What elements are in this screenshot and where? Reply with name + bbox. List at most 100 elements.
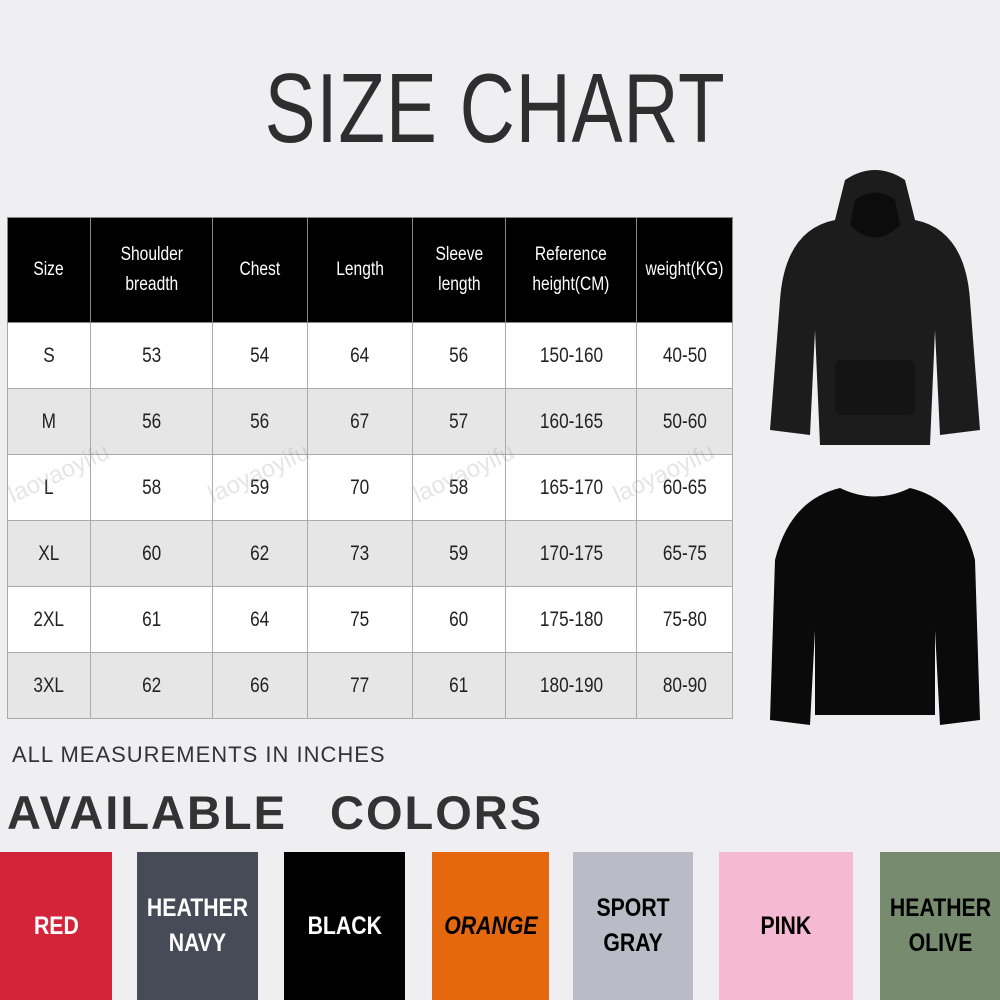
column-header: Shoulder breadth xyxy=(89,217,214,323)
table-cell: 150-160 xyxy=(505,322,637,389)
table-cell: 62 xyxy=(212,520,308,587)
cell-value: 65-75 xyxy=(662,541,707,565)
color-swatch-black[interactable]: BLACK xyxy=(284,852,405,1000)
table-cell: 80-90 xyxy=(635,652,734,719)
table-cell: 64 xyxy=(306,322,413,389)
cell-value: 60 xyxy=(449,607,469,631)
cell-value: 2XL xyxy=(33,607,65,631)
table-row: XL 60 62 73 59 170-175 65-75 xyxy=(7,520,734,587)
size-table: Size Shoulder breadth Chest Length Sleeve le… xyxy=(7,217,734,719)
column-header: Length xyxy=(306,217,413,323)
cell-value: 75-80 xyxy=(662,607,707,631)
cell-value: 61 xyxy=(449,673,469,697)
table-cell: 53 xyxy=(89,322,214,389)
color-swatch-sport-gray[interactable]: SPORT GRAY xyxy=(573,852,693,1000)
cell-value: 80-90 xyxy=(662,673,707,697)
table-cell: 2XL xyxy=(7,586,91,653)
table-cell: 54 xyxy=(212,322,308,389)
cell-value: 64 xyxy=(250,607,270,631)
table-cell: 70 xyxy=(306,454,413,521)
color-swatch-heather-olive[interactable]: HEATHER OLIVE xyxy=(880,852,1000,1000)
table-row: M 56 56 67 57 160-165 50-60 xyxy=(7,388,734,455)
table-cell: 58 xyxy=(89,454,214,521)
table-cell: 175-180 xyxy=(505,586,637,653)
color-swatch-orange[interactable]: ORANGE xyxy=(432,852,549,1000)
table-cell: 56 xyxy=(89,388,214,455)
table-cell: 56 xyxy=(212,388,308,455)
table-cell: 67 xyxy=(306,388,413,455)
cell-value: 60-65 xyxy=(662,475,707,499)
cell-value: M xyxy=(41,409,56,433)
color-label: ORANGE xyxy=(443,911,538,940)
column-header: Chest xyxy=(212,217,308,323)
table-cell: 59 xyxy=(212,454,308,521)
color-swatch-red[interactable]: RED xyxy=(0,852,112,1000)
cell-value: 77 xyxy=(350,673,370,697)
column-header: Sleeve length xyxy=(411,217,507,323)
table-cell: 56 xyxy=(411,322,507,389)
cell-value: 61 xyxy=(141,607,162,631)
cell-value: 59 xyxy=(449,541,469,565)
table-row: 3XL 62 66 77 61 180-190 80-90 xyxy=(7,652,734,719)
table-cell: 65-75 xyxy=(635,520,734,587)
cell-value: L xyxy=(44,475,54,499)
table-cell: 165-170 xyxy=(505,454,637,521)
table-cell: 66 xyxy=(212,652,308,719)
color-swatch-pink[interactable]: PINK xyxy=(719,852,853,1000)
cell-value: 67 xyxy=(350,409,370,433)
table-row: 2XL 61 64 75 60 175-180 75-80 xyxy=(7,586,734,653)
table-cell: 60 xyxy=(411,586,507,653)
table-cell: 77 xyxy=(306,652,413,719)
cell-value: 175-180 xyxy=(539,607,603,631)
table-cell: 170-175 xyxy=(505,520,637,587)
cell-value: 54 xyxy=(250,343,270,367)
cell-value: 150-160 xyxy=(539,343,603,367)
cell-value: 53 xyxy=(141,343,162,367)
column-header: Reference height(CM) xyxy=(505,217,637,323)
column-header-label: Reference height(CM) xyxy=(532,243,610,295)
cell-value: 59 xyxy=(250,475,270,499)
cell-value: 40-50 xyxy=(662,343,707,367)
table-cell: 58 xyxy=(411,454,507,521)
color-swatch-heather-navy[interactable]: HEATHER NAVY xyxy=(137,852,258,1000)
table-cell: 64 xyxy=(212,586,308,653)
table-cell: XL xyxy=(7,520,91,587)
table-cell: S xyxy=(7,322,91,389)
cell-value: 160-165 xyxy=(539,409,603,433)
cell-value: 66 xyxy=(250,673,270,697)
table-cell: 75 xyxy=(306,586,413,653)
cell-value: 70 xyxy=(350,475,370,499)
cell-value: 75 xyxy=(350,607,370,631)
column-header-label: Shoulder breadth xyxy=(120,243,183,295)
cell-value: 165-170 xyxy=(539,475,603,499)
measurement-note: ALL MEASUREMENTS IN INCHES xyxy=(12,742,386,767)
color-label: HEATHER OLIVE xyxy=(889,894,991,957)
table-cell: 61 xyxy=(411,652,507,719)
hoodie-image xyxy=(770,170,980,445)
color-label: RED xyxy=(33,911,79,940)
table-cell: 61 xyxy=(89,586,214,653)
table-header-row: Size Shoulder breadth Chest Length Sleeve le… xyxy=(7,217,734,323)
cell-value: XL xyxy=(38,541,60,565)
cell-value: 56 xyxy=(141,409,162,433)
color-label: BLACK xyxy=(307,911,382,940)
column-header: Size xyxy=(7,217,91,323)
column-header-label: Chest xyxy=(239,258,281,280)
column-header-label: weight(KG) xyxy=(645,258,724,280)
color-label: PINK xyxy=(760,911,812,940)
available-colors-title: AVAILABLE COLORS xyxy=(7,786,544,839)
cell-value: S xyxy=(43,343,55,367)
cell-value: 58 xyxy=(449,475,469,499)
table-cell: 62 xyxy=(89,652,214,719)
color-label: HEATHER NAVY xyxy=(146,894,249,957)
cell-value: 170-175 xyxy=(539,541,603,565)
cell-value: 62 xyxy=(141,673,162,697)
cell-value: 64 xyxy=(350,343,370,367)
table-cell: 160-165 xyxy=(505,388,637,455)
cell-value: 56 xyxy=(449,343,469,367)
column-header-label: Length xyxy=(335,258,384,280)
cell-value: 73 xyxy=(350,541,370,565)
table-row: S 53 54 64 56 150-160 40-50 xyxy=(7,322,734,389)
table-cell: 3XL xyxy=(7,652,91,719)
table-cell: 73 xyxy=(306,520,413,587)
